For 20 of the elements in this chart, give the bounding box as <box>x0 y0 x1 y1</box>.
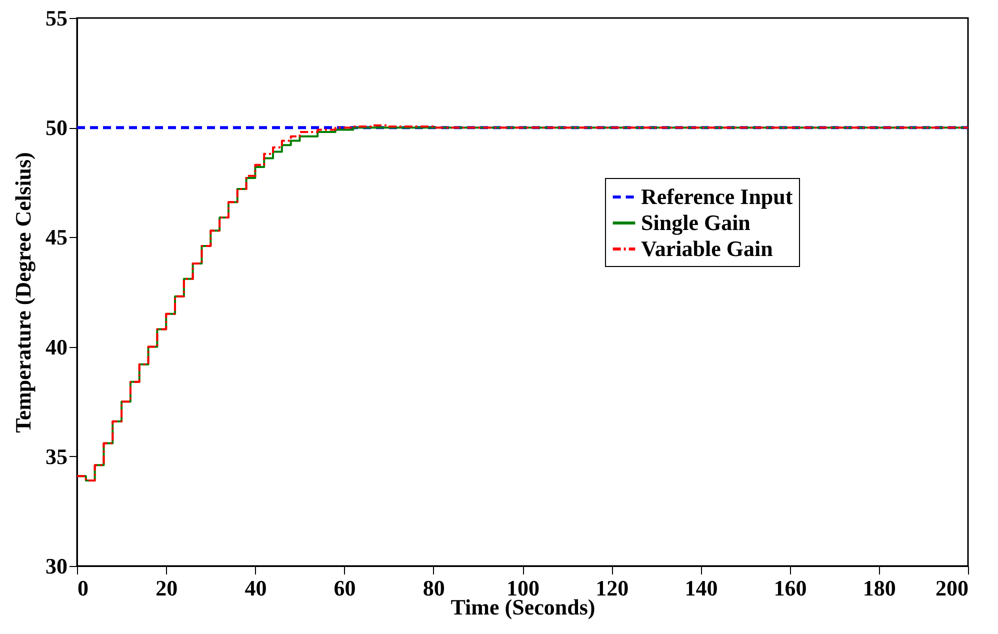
x-tick-label: 0 <box>78 576 88 600</box>
x-tick-label: 160 <box>774 576 807 600</box>
y-tick-label: 40 <box>46 334 68 360</box>
y-axis-title: Temperature (Degree Celsius) <box>10 152 36 433</box>
y-tick-label: 35 <box>46 444 68 469</box>
x-tick-label: 20 <box>156 576 178 600</box>
y-tick-label: 55 <box>46 6 68 30</box>
legend-label: Variable Gain <box>641 236 773 261</box>
legend-label: Reference Input <box>641 184 794 209</box>
y-tick-label: 50 <box>46 115 68 140</box>
x-tick-label: 60 <box>334 576 356 600</box>
y-tick-label: 30 <box>46 554 68 578</box>
x-tick-label: 80 <box>422 576 445 600</box>
x-tick-label: 120 <box>596 576 629 600</box>
x-tick-label: 140 <box>684 576 718 600</box>
y-tick-label: 45 <box>46 224 68 250</box>
x-tick-label: 180 <box>862 576 896 600</box>
x-tick-label: 200 <box>936 576 968 600</box>
legend-label: Single Gain <box>641 210 750 235</box>
x-tick-label: 40 <box>244 576 267 600</box>
